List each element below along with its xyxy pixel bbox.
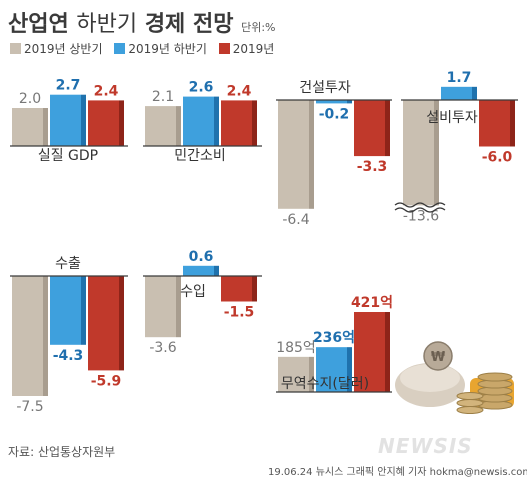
legend-item-year: 2019년 xyxy=(218,40,275,57)
panel-5-value-2: -4.3 xyxy=(53,348,84,364)
title-unit: 단위:% xyxy=(241,21,276,34)
panel-6-value-3: -1.5 xyxy=(224,305,255,321)
panel-3-bar-3 xyxy=(354,100,385,157)
panel-7-label: 무역수지(달러) xyxy=(281,376,369,392)
panel-1-value-2: 2.7 xyxy=(56,78,81,94)
credit-line: 19.06.24 뉴시스 그래픽 안지혜 기자 hokma@newsis.com xyxy=(268,467,527,478)
panel-5-bar-2 xyxy=(50,276,81,345)
title-org: 산업연 xyxy=(8,12,69,37)
panel-5-bar-side-1 xyxy=(43,276,48,396)
panel-4-value-2: 1.7 xyxy=(447,70,472,86)
panel-4-bar-side-1 xyxy=(434,100,439,206)
legend: 2019년 상반기 2019년 하반기 2019년 xyxy=(10,40,282,57)
panel-7-bar-side-3 xyxy=(385,312,390,392)
panel-4-bar-3 xyxy=(479,100,510,147)
panel-2-bar-side-3 xyxy=(252,100,257,146)
panel-1-bar-1 xyxy=(12,108,43,146)
panel-7-value-1: 185억 xyxy=(276,340,316,356)
coin-stack-small-3 xyxy=(456,392,484,400)
panel-3-bar-side-1 xyxy=(309,100,314,209)
panel-5-value-1: -7.5 xyxy=(16,399,43,415)
panel-3-bar-1 xyxy=(278,100,309,209)
panel-7-value-3: 421억 xyxy=(351,295,393,311)
legend-swatch-year xyxy=(218,43,230,54)
panel-4-bar-side-3 xyxy=(510,100,515,147)
panel-6-bar-side-2 xyxy=(214,265,219,276)
panel-4-bar-1 xyxy=(403,100,434,206)
panel-2-bar-side-2 xyxy=(214,96,219,146)
panel-5-value-3: -5.9 xyxy=(91,373,122,389)
panel-4-value-3: -6.0 xyxy=(482,150,513,166)
panel-1-label: 실질 GDP xyxy=(38,148,98,164)
panel-1-bar-side-1 xyxy=(43,108,48,146)
panel-3-bar-2 xyxy=(316,100,347,104)
panel-6-bar-side-1 xyxy=(176,276,181,338)
panel-1-bar-side-2 xyxy=(81,94,86,146)
coin-stack-small-2 xyxy=(456,399,484,407)
panel-6-bar-3 xyxy=(221,276,252,302)
legend-item-h2: 2019년 하반기 xyxy=(114,40,207,57)
panel-6-label: 수입 xyxy=(180,284,206,300)
panel-6-bar-side-3 xyxy=(252,276,257,302)
panel-4-break-mark-1 xyxy=(394,202,446,208)
source-note: 자료: 산업통상자원부 xyxy=(8,445,116,459)
page-title: 산업연 하반기 경제 전망 단위:% xyxy=(8,6,276,38)
panel-7-bar-2 xyxy=(316,347,347,392)
coin-stack-small-1 xyxy=(456,406,484,414)
panel-3-bar-side-3 xyxy=(385,100,390,157)
panel-7-bar-side-2 xyxy=(347,347,352,392)
panel-4-label: 설비투자 xyxy=(426,110,478,126)
panel-3-label: 건설투자 xyxy=(299,80,351,96)
won-coin-icon xyxy=(423,341,453,371)
legend-label-h2: 2019년 하반기 xyxy=(128,42,207,56)
coin-stack-5 xyxy=(477,372,513,382)
piggy-bank-highlight xyxy=(400,364,460,392)
panel-6-bar-2 xyxy=(183,265,214,276)
panel-5-label: 수출 xyxy=(55,256,81,272)
legend-item-h1: 2019년 상반기 xyxy=(10,40,103,57)
panel-2-bar-2 xyxy=(183,96,214,146)
panel-1-bar-side-3 xyxy=(119,100,124,146)
panel-2-label: 민간소비 xyxy=(174,148,226,164)
legend-swatch-h1 xyxy=(10,43,21,54)
panel-7-bar-side-1 xyxy=(309,356,314,392)
panel-2-value-2: 2.6 xyxy=(189,80,214,96)
panel-2-bar-1 xyxy=(145,106,176,146)
panel-3-bar-side-2 xyxy=(347,100,352,104)
panel-3-value-2: -0.2 xyxy=(319,106,350,122)
panel-1-value-1: 2.0 xyxy=(19,91,41,107)
panel-1-bar-3 xyxy=(88,100,119,146)
panel-6-value-1: -3.6 xyxy=(149,340,176,356)
panel-4-bar-2 xyxy=(441,86,472,100)
panel-2-value-1: 2.1 xyxy=(152,89,174,105)
panel-1-value-3: 2.4 xyxy=(94,83,119,99)
panel-6-value-2: 0.6 xyxy=(189,249,214,265)
panel-4-bar-side-2 xyxy=(472,86,477,100)
legend-label-h1: 2019년 상반기 xyxy=(24,42,103,56)
legend-swatch-h2 xyxy=(114,43,126,54)
panel-2-value-3: 2.4 xyxy=(227,83,252,99)
panel-3-value-1: -6.4 xyxy=(282,212,309,228)
won-symbol: ₩ xyxy=(431,350,446,365)
panel-2-bar-side-1 xyxy=(176,106,181,146)
title-topic: 경제 전망 xyxy=(144,12,234,37)
newsis-logo: NEWSIS xyxy=(378,434,473,458)
panel-5-bar-3 xyxy=(88,276,119,371)
panel-7-bar-1 xyxy=(278,356,309,392)
panel-4-break-mark-2 xyxy=(394,207,446,213)
panel-3-value-3: -3.3 xyxy=(357,159,388,175)
panel-1-bar-2 xyxy=(50,94,81,146)
panel-5-bar-side-2 xyxy=(81,276,86,345)
legend-label-year: 2019년 xyxy=(232,42,275,56)
title-period: 하반기 xyxy=(76,12,138,37)
panel-7-bar-3 xyxy=(354,312,385,392)
panel-5-bar-side-3 xyxy=(119,276,124,371)
panel-6-bar-1 xyxy=(145,276,176,338)
panel-7-value-2: 236억 xyxy=(313,330,355,346)
panel-2-bar-3 xyxy=(221,100,252,146)
panel-5-bar-1 xyxy=(12,276,43,396)
